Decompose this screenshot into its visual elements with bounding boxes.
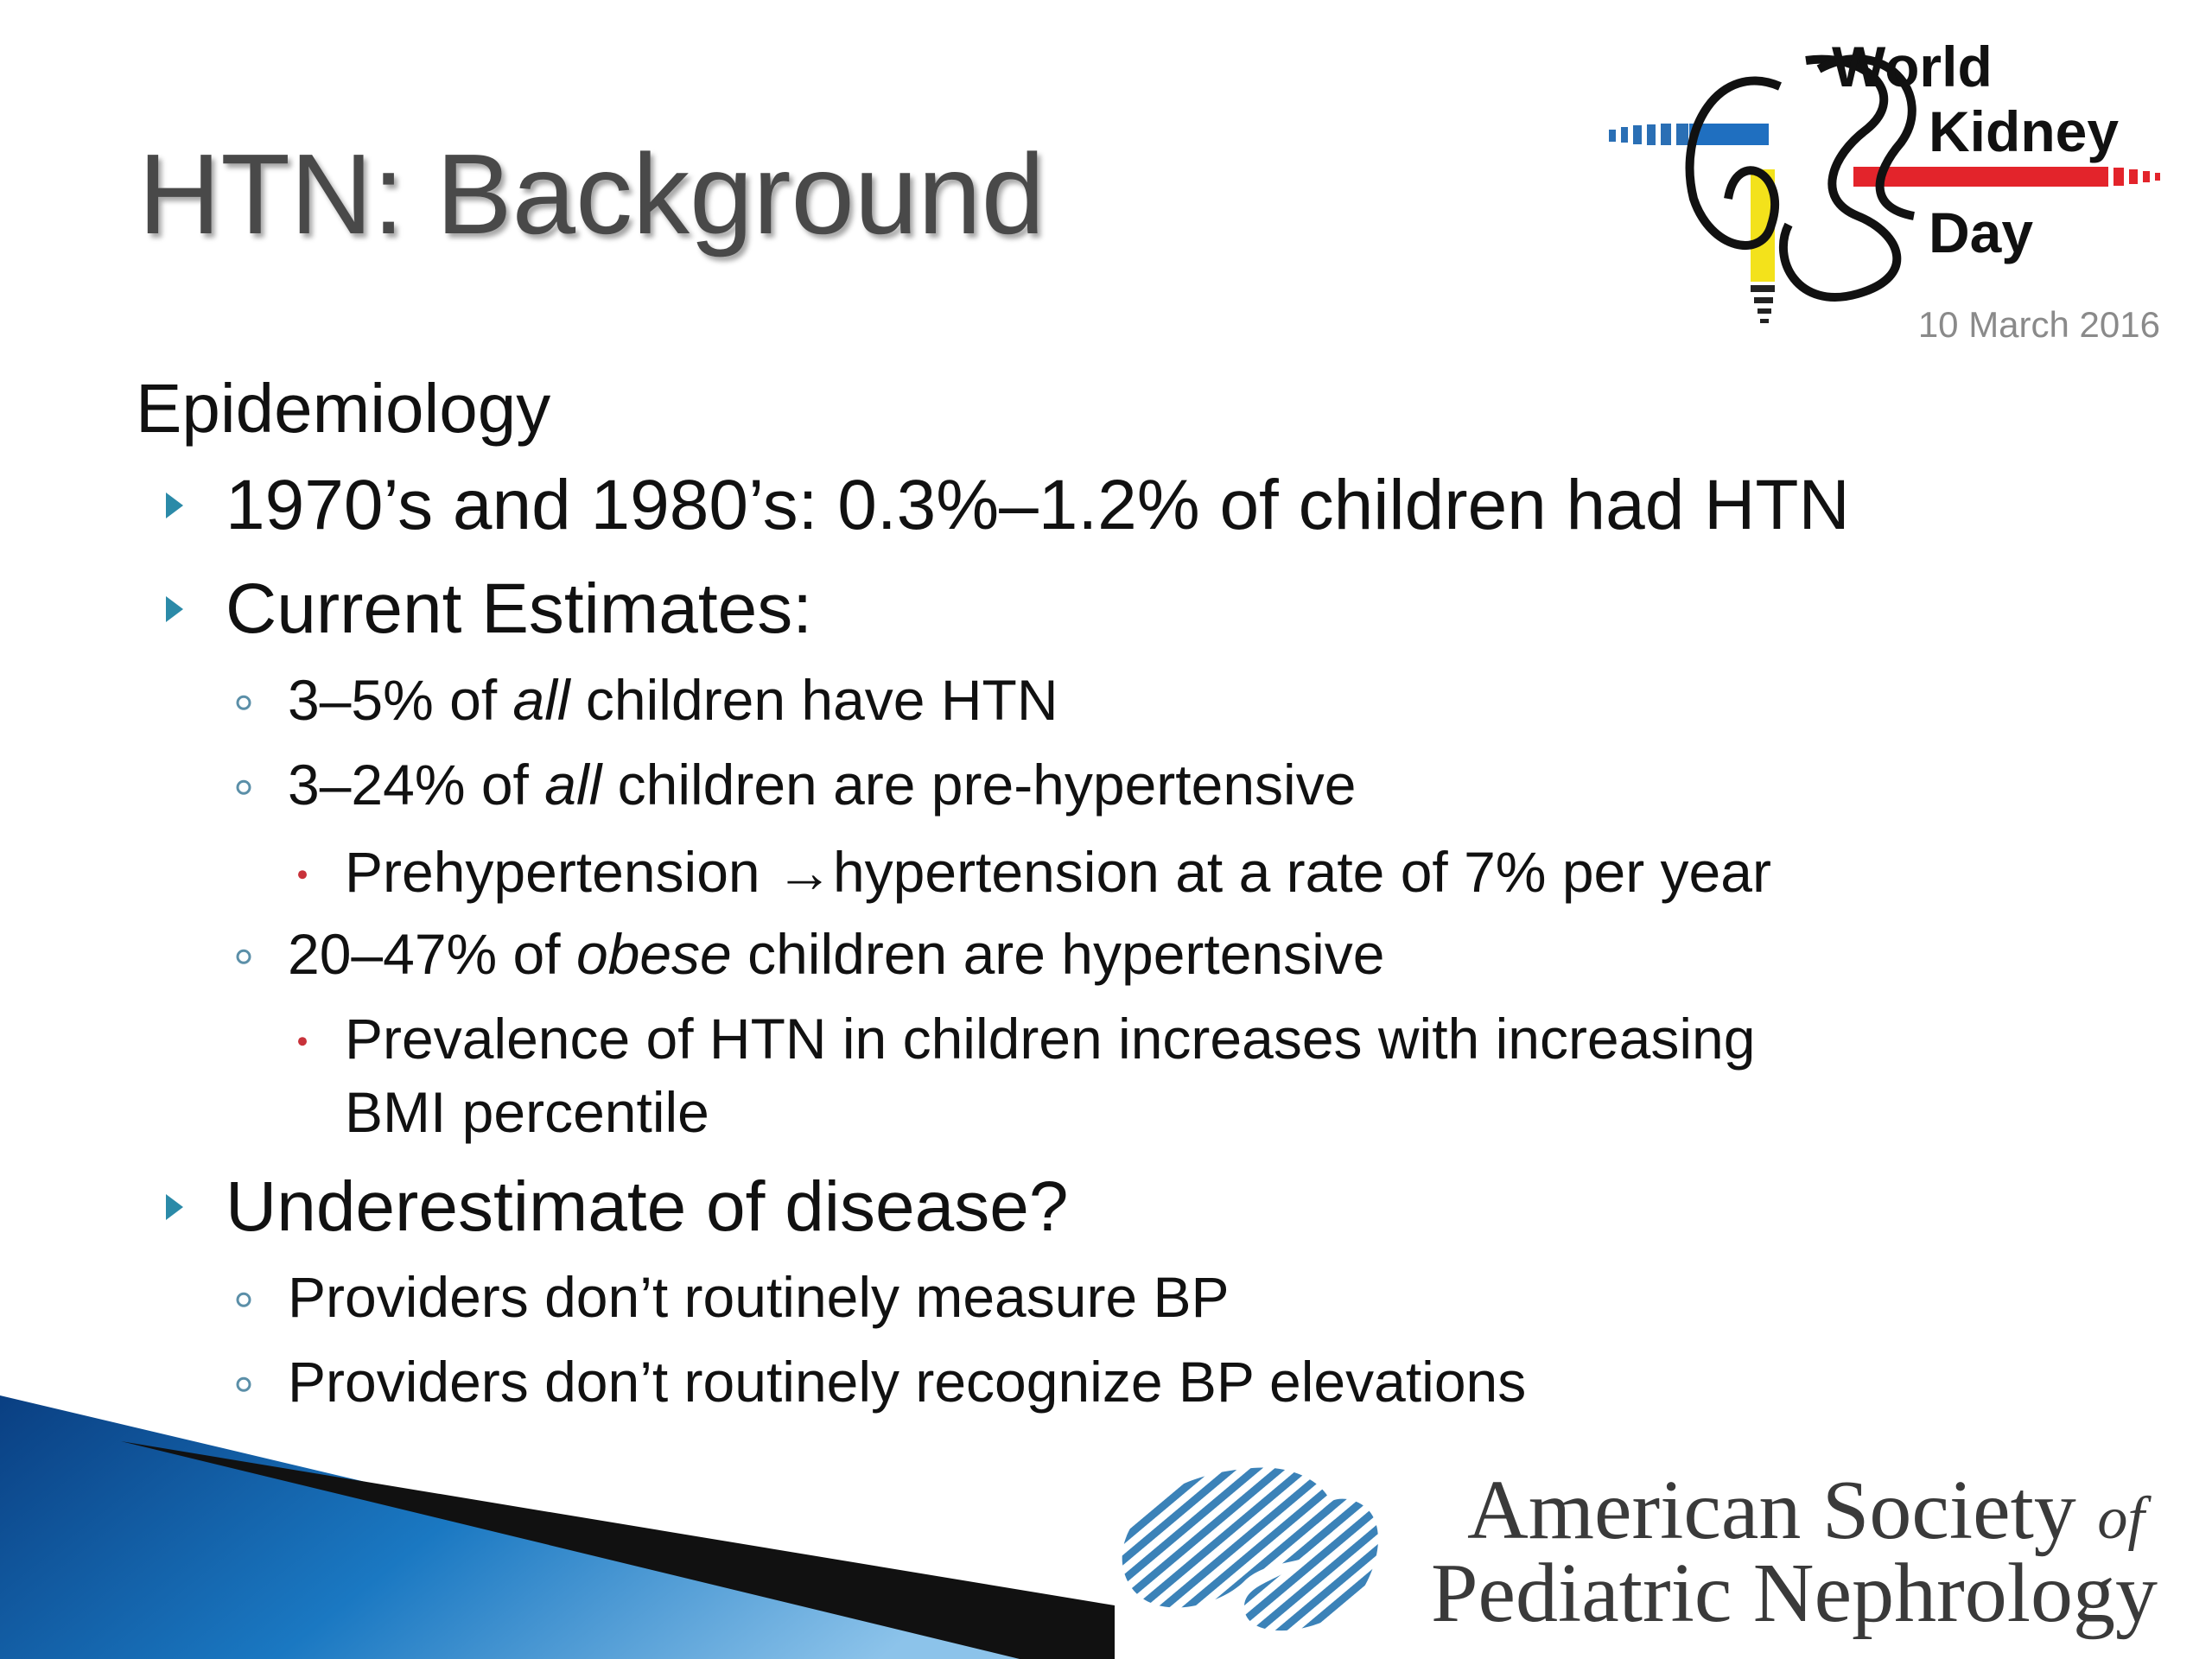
text-run: obese	[576, 922, 732, 986]
text-run: children have HTN	[570, 668, 1058, 732]
wkd-date: 10 March 2016	[1918, 304, 2160, 345]
wkd-dots	[1609, 124, 1688, 145]
bullet-circle	[236, 1292, 251, 1307]
wkd-curves	[1685, 54, 1916, 302]
text-run: 3–5% of	[288, 668, 513, 732]
bullet-text: Providers don’t routinely measure BP	[288, 1265, 1230, 1329]
bullet-arrow	[166, 595, 183, 622]
bullet-circle	[236, 1376, 251, 1392]
bullet-text: 3–5% of all children have HTN	[288, 668, 1058, 732]
text-run: Prehypertension →hypertension at a rate …	[345, 840, 1771, 904]
text-run: all	[544, 753, 603, 817]
wkd-line: Kidney	[1929, 99, 2119, 163]
wkd-red-bar	[1853, 167, 2108, 187]
bullet-text: Current Estimates:	[226, 569, 812, 648]
text-run: Prevalence of HTN in children increases …	[345, 1007, 1755, 1071]
wkd-red-dots	[2113, 168, 2160, 186]
text-run: 3–24% of	[288, 753, 544, 817]
aspn-kidney	[1244, 1498, 1378, 1631]
text-run: of	[2097, 1485, 2152, 1552]
swoosh	[0, 1395, 1115, 1659]
text-run: American Society	[1467, 1464, 2097, 1557]
bullet-text: 20–47% of obese children are hypertensiv…	[288, 922, 1385, 986]
bullet-text: 1970’s and 1980’s: 0.3%–1.2% of children…	[226, 466, 1850, 544]
aspn-line: American Society of	[1467, 1464, 2152, 1557]
wkd-logo: World Kidney Day 10 March 2016	[1609, 35, 2160, 345]
aspn-kidney	[1122, 1467, 1335, 1608]
text-run: 20–47% of	[288, 922, 576, 986]
bullet-text: Underestimate of disease?	[226, 1167, 1068, 1246]
wkd-line: World	[1832, 35, 1993, 99]
text-run: Providers don’t routinely measure BP	[288, 1265, 1230, 1329]
bullet-dot	[298, 1037, 307, 1046]
text-run: all	[513, 668, 572, 732]
text-run: Current Estimates:	[226, 569, 812, 648]
aspn-logo: American Society of Pediatric Nephrology	[1122, 1464, 2158, 1640]
bullet-arrow	[166, 1193, 183, 1220]
text-run: 1970’s and 1980’s: 0.3%–1.2% of children…	[226, 466, 1850, 544]
text-run: children are hypertensive	[732, 922, 1385, 986]
wkd-line: Day	[1929, 200, 2033, 264]
bullet-text: 3–24% of all children are pre-hypertensi…	[288, 753, 1356, 817]
wkd-yellow-dots	[1751, 285, 1775, 323]
bullet-text: BMI percentile	[345, 1080, 709, 1144]
bullet-arrow	[166, 492, 183, 518]
bullet-circle	[236, 695, 251, 710]
text-run: Underestimate of disease?	[226, 1167, 1068, 1246]
bullet-list: 1970’s and 1980’s: 0.3%–1.2% of children…	[166, 466, 1850, 1414]
bullet-circle	[236, 949, 251, 964]
text-run: Providers don’t routinely recognize BP e…	[288, 1350, 1526, 1414]
wkd-blue-bar	[1689, 124, 1769, 145]
bullet-text: Prehypertension →hypertension at a rate …	[345, 840, 1771, 904]
slide-title: HTN: Background	[138, 130, 1045, 257]
bullet-text: Prevalence of HTN in children increases …	[345, 1007, 1755, 1071]
aspn-line: Pediatric Nephrology	[1431, 1547, 2158, 1640]
section-heading: Epidemiology	[136, 370, 550, 447]
bullet-text: Providers don’t routinely recognize BP e…	[288, 1350, 1526, 1414]
text-run: children are pre-hypertensive	[601, 753, 1356, 817]
text-run: BMI percentile	[345, 1080, 709, 1144]
bullet-dot	[298, 870, 307, 880]
bullet-circle	[236, 779, 251, 795]
